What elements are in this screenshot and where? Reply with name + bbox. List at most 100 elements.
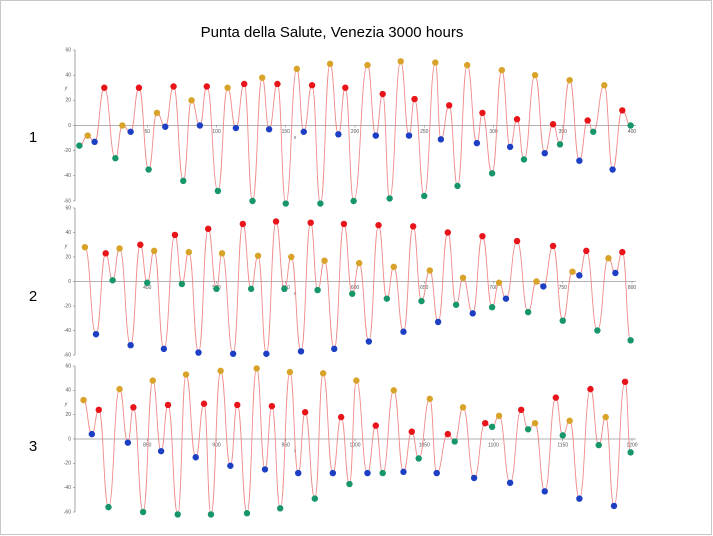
tide-extreme-dot — [459, 274, 467, 282]
tide-extreme-dot — [297, 348, 305, 355]
tide-extreme-dot — [556, 141, 564, 148]
tide-extreme-dot — [390, 263, 397, 270]
y-tick-label: 40 — [65, 388, 71, 394]
panel-label: 1 — [29, 129, 37, 146]
tide-extreme-dot — [400, 328, 407, 335]
tide-extreme-dot — [180, 177, 187, 185]
tide-extreme-dot — [432, 59, 439, 66]
y-tick-label: -40 — [64, 328, 71, 334]
tide-extreme-dot — [488, 304, 496, 311]
tide-extreme-dot — [335, 131, 342, 138]
tide-extreme-dot — [559, 317, 566, 324]
tide-extreme-dot — [627, 449, 634, 456]
x-tick-label: 100 — [212, 129, 221, 135]
tide-extreme-dot — [217, 367, 224, 375]
tide-extreme-dot — [627, 337, 634, 344]
tide-extreme-dot — [502, 295, 510, 302]
tide-extreme-dot — [610, 502, 618, 510]
x-axis-label: x — [293, 291, 297, 297]
tide-extreme-dot — [139, 508, 147, 516]
tide-extreme-dot — [200, 400, 208, 407]
tide-extreme-dot — [124, 439, 132, 446]
tide-extreme-dot — [157, 447, 165, 455]
tide-extreme-dot — [405, 132, 413, 139]
x-tick-label: 250 — [420, 129, 429, 135]
tide-extreme-dot — [135, 84, 143, 91]
tide-extreme-dot — [506, 479, 514, 486]
tide-extreme-dot — [213, 285, 220, 293]
tide-extreme-dot — [400, 468, 407, 476]
tide-extreme-dot — [513, 116, 521, 123]
tide-extreme-dot — [619, 107, 626, 114]
tide-extreme-dot — [314, 286, 321, 294]
tide-extreme-dot — [101, 84, 108, 91]
tide-extreme-dot — [274, 80, 281, 88]
tide-extreme-dot — [533, 278, 540, 285]
tide-extreme-dot — [178, 280, 186, 288]
tide-extreme-dot — [91, 138, 98, 146]
tide-extreme-dot — [185, 248, 192, 256]
y-tick-label: -60 — [64, 198, 71, 204]
tide-extreme-dot — [576, 157, 583, 164]
x-tick-label: 600 — [351, 285, 360, 291]
tide-extreme-dot — [444, 430, 451, 438]
tide-extreme-dot — [426, 395, 433, 403]
tide-extreme-dot — [372, 422, 379, 429]
tide-extreme-dot — [247, 285, 255, 293]
tide-extreme-dot — [195, 349, 202, 356]
x-tick-label: 700 — [489, 285, 498, 291]
tide-extreme-dot — [594, 327, 601, 334]
x-tick-label: 750 — [559, 285, 568, 291]
x-tick-label: 450 — [143, 285, 152, 291]
tide-extreme-dot — [372, 132, 379, 139]
tide-extreme-dot — [601, 82, 608, 89]
tide-extreme-dot — [541, 149, 548, 157]
tide-extreme-dot — [286, 368, 294, 376]
tide-extreme-dot — [355, 259, 363, 267]
x-axis-label: x — [293, 135, 297, 141]
y-tick-label: -40 — [64, 485, 71, 491]
tide-extreme-dot — [308, 82, 316, 89]
tide-extreme-dot — [229, 350, 237, 357]
tide-extreme-dot — [329, 469, 337, 477]
tide-extreme-dot — [621, 378, 629, 386]
y-tick-label: -20 — [64, 461, 71, 467]
y-tick-label: 0 — [68, 436, 71, 442]
tide-extreme-dot — [119, 122, 126, 129]
tide-extreme-dot — [445, 102, 453, 109]
tide-extreme-dot — [411, 95, 418, 103]
tide-extreme-dot — [379, 90, 386, 98]
tide-extreme-dot — [288, 253, 295, 261]
x-tick-label: 1050 — [419, 442, 430, 448]
tide-extreme-dot — [459, 404, 467, 411]
tide-extreme-dot — [95, 406, 102, 413]
tide-extreme-dot — [243, 510, 251, 517]
x-tick-label: 300 — [489, 129, 498, 135]
y-tick-label: 20 — [65, 254, 71, 260]
tide-extreme-dot — [321, 257, 328, 264]
tide-extreme-dot — [513, 237, 521, 245]
tide-extreme-dot — [137, 241, 144, 248]
tide-extreme-dot — [331, 345, 338, 353]
tide-extreme-dot — [188, 97, 195, 104]
x-axis-label: x — [293, 448, 297, 454]
y-tick-label: 60 — [65, 363, 71, 369]
tide-extreme-dot — [326, 60, 334, 68]
tide-extreme-dot — [452, 301, 460, 308]
tide-extreme-dot — [319, 370, 327, 377]
tide-extreme-dot — [524, 426, 532, 433]
y-axis-label: y — [64, 243, 68, 249]
tide-extreme-dot — [549, 242, 557, 250]
tide-extreme-dot — [282, 200, 289, 207]
tide-extreme-dot — [350, 197, 357, 205]
tide-extreme-dot — [566, 77, 573, 84]
tide-extreme-dot — [337, 413, 345, 421]
tide-extreme-dot — [239, 220, 247, 228]
tide-extreme-dot — [234, 401, 241, 409]
x-tick-label: 650 — [420, 285, 429, 291]
y-tick-label: 40 — [65, 230, 71, 236]
tide-extreme-dot — [612, 269, 619, 277]
x-tick-label: 900 — [212, 442, 221, 448]
tide-extreme-dot — [340, 220, 348, 228]
